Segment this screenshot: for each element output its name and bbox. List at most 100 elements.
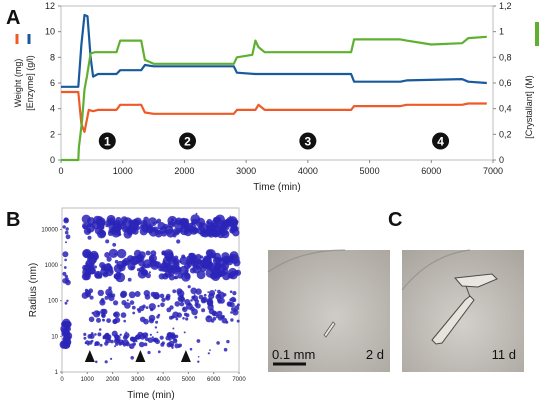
scatter-point — [104, 295, 109, 300]
scatter-point — [229, 215, 232, 218]
scatter-point — [64, 258, 67, 262]
scatter-point — [173, 276, 177, 280]
panel-a-x-tick-label: 2000 — [174, 166, 194, 176]
photo-2-time-label: 11 d — [492, 347, 516, 362]
scatter-point — [166, 293, 171, 299]
scatter-point — [86, 217, 96, 226]
scatter-point — [230, 318, 234, 322]
scatter-point — [223, 347, 228, 352]
scatter-point — [195, 288, 202, 295]
scatter-point — [219, 315, 224, 320]
panel-a-y-left-tick-label: 6 — [50, 78, 55, 88]
scatter-point — [179, 260, 182, 263]
scatter-point — [104, 360, 108, 364]
scatter-point — [127, 262, 136, 271]
scatter-point — [65, 227, 69, 231]
stage-marker-3 — [299, 132, 317, 150]
scatter-point — [94, 333, 97, 336]
scatter-point — [194, 315, 198, 319]
scatter-point — [205, 255, 212, 262]
scatter-point — [232, 291, 237, 296]
panel-a-y-label-crystallant: [Crystallant] (M) — [524, 75, 534, 139]
scatter-point — [147, 350, 151, 355]
panel-b-arrow-marker — [135, 350, 146, 362]
scatter-point — [100, 298, 105, 302]
scatter-point — [232, 298, 237, 302]
panel-b-x-tick-label: 6000 — [207, 377, 221, 383]
scatter-point — [169, 305, 174, 310]
panel-a-x-tick-label: 0 — [58, 166, 63, 176]
scatter-point — [177, 289, 185, 298]
scatter-point — [177, 345, 181, 348]
scatter-point — [172, 289, 177, 294]
panel-a-y-right-tick-label: 0,6 — [499, 78, 512, 88]
scatter-point — [207, 297, 213, 304]
panel-b-x-tick-label: 5000 — [182, 377, 196, 383]
scatter-point — [220, 219, 229, 228]
scatter-point — [183, 331, 186, 334]
scatter-point — [66, 299, 69, 302]
scatter-point — [183, 220, 188, 225]
scatter-point — [138, 305, 145, 312]
scatter-point — [114, 317, 121, 323]
scatter-point — [196, 270, 206, 280]
scatter-point — [236, 303, 240, 307]
scatter-point — [118, 341, 123, 346]
scatter-point — [183, 312, 188, 317]
scatter-point — [228, 216, 238, 226]
photo-2-crystal-large — [431, 295, 475, 345]
panel-label-c: C — [388, 209, 402, 231]
scatter-point — [161, 250, 167, 256]
panel-b-x-tick-label: 2000 — [106, 377, 120, 383]
scatter-point — [104, 267, 109, 271]
scatter-point — [157, 350, 161, 354]
scatter-point — [125, 331, 127, 334]
photo-1-scale-label: 0.1 mm — [272, 347, 315, 362]
scatter-point — [106, 318, 111, 323]
stage-marker-label: 2 — [184, 135, 191, 149]
scatter-point — [143, 342, 148, 347]
scatter-point — [221, 317, 228, 324]
scatter-point — [114, 345, 116, 348]
scatter-point — [190, 299, 193, 302]
panel-a-y-right-tick-label: 1,2 — [499, 1, 512, 11]
scatter-point — [115, 272, 126, 283]
panel-b-x-axis-label: Time (min) — [127, 390, 174, 401]
scatter-point — [196, 258, 203, 265]
scatter-point — [223, 293, 227, 297]
scatter-point — [208, 231, 213, 236]
scatter-point — [152, 337, 157, 342]
scatter-point — [168, 337, 172, 341]
scatter-point — [209, 229, 213, 233]
panel-a-y-left-tick-label: 10 — [45, 27, 55, 37]
scatter-point — [139, 316, 146, 323]
scatter-point — [184, 272, 191, 279]
scatter-point — [124, 302, 131, 309]
scatter-point — [187, 285, 191, 289]
photo-1-crystal — [323, 321, 336, 338]
scatter-point — [215, 231, 219, 236]
scatter-point — [132, 228, 136, 232]
scatter-point — [163, 249, 174, 259]
scatter-point — [107, 230, 114, 236]
scatter-point — [168, 274, 175, 281]
scatter-point — [108, 248, 118, 258]
scatter-point — [207, 291, 210, 293]
scatter-point — [123, 319, 126, 323]
stage-marker-label: 4 — [437, 135, 444, 149]
scatter-point — [175, 317, 179, 321]
photo-2-droplet-edge — [401, 249, 471, 291]
scatter-point — [149, 256, 155, 261]
scatter-point — [189, 252, 194, 257]
scatter-point — [170, 218, 174, 222]
scatter-point — [148, 271, 151, 274]
scatter-point — [190, 287, 197, 295]
scatter-point — [182, 306, 188, 313]
photo-2-crystal-spine — [465, 285, 471, 298]
scatter-point — [206, 263, 211, 268]
scatter-point — [105, 288, 113, 297]
scatter-point — [65, 241, 67, 244]
scatter-point — [123, 343, 126, 347]
scatter-point — [110, 339, 114, 344]
scatter-point — [152, 291, 160, 300]
